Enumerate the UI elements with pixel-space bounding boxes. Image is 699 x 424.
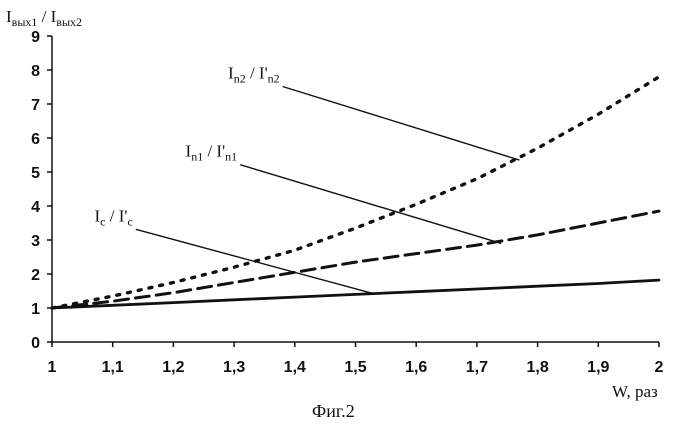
x-tick-label: 1,9 [587,359,609,376]
y-tick-label: 1 [31,301,40,318]
x-tick-label: 1,8 [526,359,548,376]
y-label-sub1: вых1 [12,15,38,29]
series-line-n2 [52,77,659,308]
y-label-sep: / I [37,7,56,26]
series-leader-line-n1 [240,165,501,244]
x-tick-label: 2 [655,359,664,376]
x-ticks: 1 1,1 1,2 1,3 1,4 1,5 1,6 1,7 1,8 1,9 2 [48,342,664,376]
y-tick-label: 4 [31,199,40,216]
series-label-sep: / I' [203,142,225,161]
series-label-sub2: c [127,214,132,228]
y-tick-label: 6 [31,131,40,148]
x-tick-label: 1,7 [466,359,488,376]
figure-caption: Фиг.2 [312,401,355,421]
y-ticks: 0 1 2 3 4 5 6 7 8 9 [31,29,52,352]
series-label-sub2: n2 [268,72,280,86]
series-label-sub2: n1 [225,150,237,164]
y-tick-label: 7 [31,97,40,114]
series-label-n1: In1 / I'n1 [186,142,238,164]
y-tick-label: 2 [31,267,40,284]
series-line-c [52,280,659,308]
x-tick-label: 1 [48,359,57,376]
series-label-sub1: n1 [191,150,203,164]
series-leader-line-n2 [283,87,520,161]
series-layer [52,77,659,308]
x-tick-label: 1,1 [102,359,124,376]
x-tick-label: 1,5 [344,359,366,376]
y-tick-label: 8 [31,63,40,80]
x-tick-label: 1,3 [223,359,245,376]
y-axis-label: Iвых1 / Iвых2 [6,7,82,29]
series-label-c: Ic / I'c [94,206,132,228]
x-tick-label: 1,6 [405,359,427,376]
x-tick-label: 1,4 [284,359,306,376]
x-axis-label: W, раз [612,382,658,401]
y-label-sub2: вых2 [56,15,82,29]
y-tick-label: 5 [31,165,40,182]
series-label-sep: / I' [105,206,127,225]
y-tick-label: 0 [31,335,40,352]
annotation-layer: Ic / I'c In1 / I'n1 In2 / I'n2 [94,64,519,294]
x-tick-label: 1,2 [162,359,184,376]
y-tick-label: 9 [31,29,40,46]
y-tick-label: 3 [31,233,40,250]
series-label-sub1: n2 [234,72,246,86]
series-label-n2: In2 / I'n2 [228,64,280,86]
series-label-sep: / I' [246,64,268,83]
